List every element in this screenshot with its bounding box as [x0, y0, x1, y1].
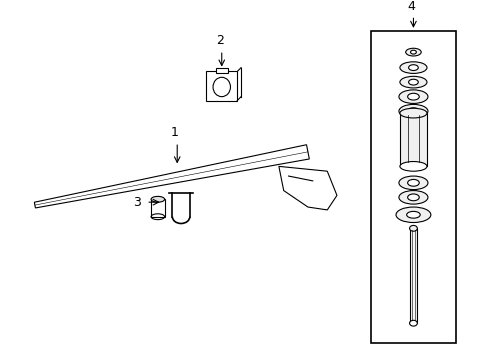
Ellipse shape	[408, 79, 417, 85]
Ellipse shape	[407, 179, 418, 186]
Bar	[409, 228, 416, 323]
Bar	[216, 68, 227, 73]
Ellipse shape	[398, 176, 427, 190]
Ellipse shape	[399, 76, 426, 88]
Ellipse shape	[406, 211, 419, 218]
Ellipse shape	[410, 50, 415, 54]
Bar	[206, 72, 237, 100]
Text: 3: 3	[133, 196, 141, 209]
Ellipse shape	[398, 190, 427, 204]
Ellipse shape	[409, 225, 416, 231]
Polygon shape	[278, 166, 336, 210]
Text: 4: 4	[407, 0, 415, 13]
Bar	[151, 199, 164, 217]
Ellipse shape	[407, 93, 418, 100]
Ellipse shape	[408, 65, 417, 71]
Text: 1: 1	[170, 126, 178, 139]
Ellipse shape	[405, 48, 420, 56]
Ellipse shape	[407, 108, 418, 114]
Polygon shape	[34, 145, 309, 208]
Ellipse shape	[398, 90, 427, 103]
Ellipse shape	[295, 188, 301, 193]
Text: 2: 2	[215, 34, 224, 47]
Ellipse shape	[151, 196, 164, 202]
Bar	[370, 31, 455, 343]
Ellipse shape	[395, 207, 430, 222]
Ellipse shape	[407, 194, 418, 201]
Ellipse shape	[398, 104, 427, 118]
Bar	[399, 113, 426, 166]
Ellipse shape	[399, 108, 426, 118]
Ellipse shape	[399, 62, 426, 73]
Ellipse shape	[409, 320, 416, 326]
Ellipse shape	[399, 162, 426, 171]
